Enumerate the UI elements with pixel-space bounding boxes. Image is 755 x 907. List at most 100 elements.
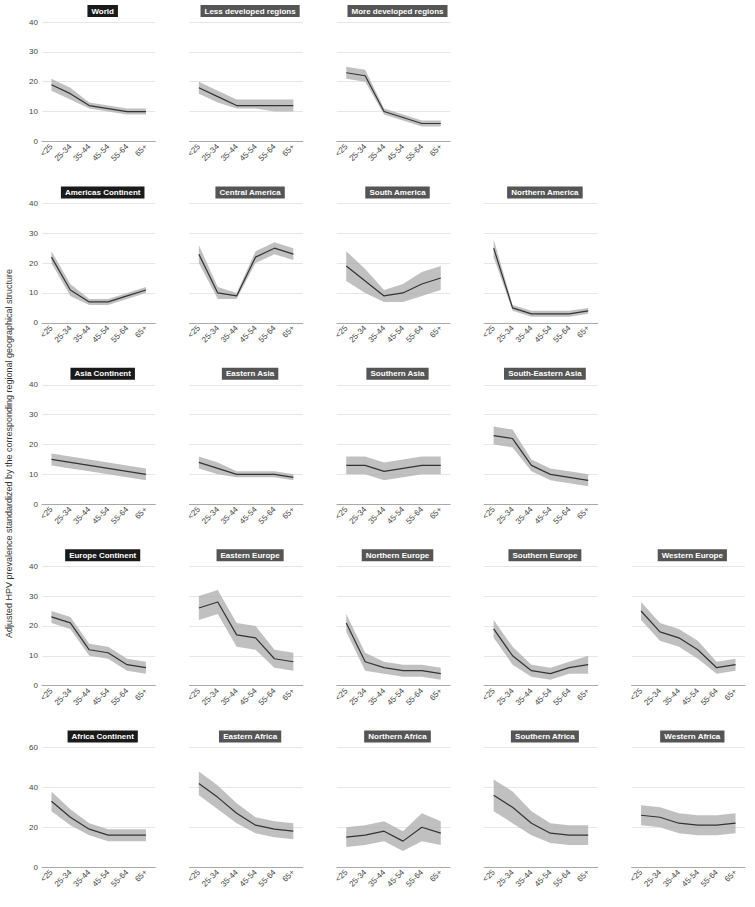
svg-text:65+: 65+ [428, 142, 444, 158]
svg-text:Southern Africa: Southern Africa [515, 732, 575, 741]
svg-text:65+: 65+ [133, 868, 149, 884]
svg-text:25-34: 25-34 [348, 867, 369, 888]
svg-text:45-54: 45-54 [385, 142, 406, 163]
svg-text:45-54: 45-54 [533, 867, 554, 888]
svg-text:0: 0 [34, 318, 39, 327]
svg-text:45-54: 45-54 [385, 867, 406, 888]
svg-text:35-44: 35-44 [661, 686, 682, 707]
svg-text:55-64: 55-64 [109, 142, 130, 163]
svg-text:45-54: 45-54 [91, 323, 112, 344]
svg-text:55-64: 55-64 [552, 867, 573, 888]
svg-text:35-44: 35-44 [219, 867, 240, 888]
svg-text:35-44: 35-44 [514, 505, 535, 526]
svg-text:45-54: 45-54 [91, 142, 112, 163]
svg-text:Southern Asia: Southern Asia [371, 369, 425, 378]
svg-text:45-54: 45-54 [238, 867, 259, 888]
svg-text:65+: 65+ [133, 686, 149, 702]
svg-text:Less developed regions: Less developed regions [205, 7, 297, 16]
svg-text:45-54: 45-54 [385, 686, 406, 707]
svg-text:45-54: 45-54 [238, 323, 259, 344]
svg-text:65+: 65+ [428, 868, 444, 884]
svg-text:65+: 65+ [428, 323, 444, 339]
svg-text:55-64: 55-64 [699, 867, 720, 888]
svg-text:25-34: 25-34 [495, 686, 516, 707]
svg-text:35-44: 35-44 [219, 142, 240, 163]
svg-text:Africa Continent: Africa Continent [72, 732, 135, 741]
svg-text:South America: South America [369, 188, 426, 197]
svg-text:45-54: 45-54 [533, 686, 554, 707]
svg-text:35-44: 35-44 [366, 686, 387, 707]
svg-text:55-64: 55-64 [404, 323, 425, 344]
svg-text:35-44: 35-44 [72, 142, 93, 163]
svg-text:55-64: 55-64 [404, 686, 425, 707]
svg-text:Eastern Europe: Eastern Europe [221, 551, 281, 560]
svg-text:35-44: 35-44 [219, 505, 240, 526]
svg-text:55-64: 55-64 [404, 867, 425, 888]
svg-text:0: 0 [34, 137, 39, 146]
svg-text:40: 40 [29, 199, 38, 208]
svg-text:65+: 65+ [133, 323, 149, 339]
svg-text:40: 40 [29, 783, 38, 792]
svg-text:Northern America: Northern America [511, 188, 579, 197]
svg-text:55-64: 55-64 [257, 505, 278, 526]
svg-text:Asia Continent: Asia Continent [74, 369, 131, 378]
svg-text:25-34: 25-34 [200, 505, 221, 526]
svg-text:20: 20 [29, 77, 38, 86]
svg-text:25-34: 25-34 [53, 142, 74, 163]
svg-text:55-64: 55-64 [257, 867, 278, 888]
svg-text:65+: 65+ [281, 505, 297, 521]
svg-text:45-54: 45-54 [533, 505, 554, 526]
svg-text:65+: 65+ [723, 868, 739, 884]
svg-text:45-54: 45-54 [680, 686, 701, 707]
svg-text:25-34: 25-34 [642, 686, 663, 707]
svg-text:55-64: 55-64 [257, 686, 278, 707]
svg-text:35-44: 35-44 [661, 867, 682, 888]
svg-text:World: World [91, 7, 114, 16]
svg-text:65+: 65+ [281, 142, 297, 158]
svg-text:Southern Europe: Southern Europe [512, 551, 577, 560]
svg-text:0: 0 [34, 863, 39, 872]
svg-text:20: 20 [29, 259, 38, 268]
svg-text:55-64: 55-64 [552, 323, 573, 344]
svg-text:35-44: 35-44 [514, 323, 535, 344]
svg-text:South-Eastern Asia: South-Eastern Asia [508, 369, 582, 378]
svg-text:25-34: 25-34 [200, 686, 221, 707]
svg-text:10: 10 [29, 470, 38, 479]
svg-text:55-64: 55-64 [109, 505, 130, 526]
svg-text:35-44: 35-44 [366, 142, 387, 163]
svg-text:35-44: 35-44 [366, 505, 387, 526]
svg-text:25-34: 25-34 [200, 867, 221, 888]
svg-text:55-64: 55-64 [699, 686, 720, 707]
svg-text:55-64: 55-64 [109, 867, 130, 888]
svg-text:More developed regions: More developed regions [351, 7, 444, 16]
svg-text:25-34: 25-34 [642, 867, 663, 888]
svg-text:45-54: 45-54 [680, 867, 701, 888]
svg-text:25-34: 25-34 [53, 505, 74, 526]
svg-text:65+: 65+ [723, 686, 739, 702]
svg-text:Western Africa: Western Africa [664, 732, 721, 741]
svg-text:65+: 65+ [575, 686, 591, 702]
svg-text:35-44: 35-44 [514, 867, 535, 888]
svg-text:25-34: 25-34 [53, 686, 74, 707]
svg-text:45-54: 45-54 [533, 323, 554, 344]
svg-text:45-54: 45-54 [385, 323, 406, 344]
svg-text:65+: 65+ [133, 142, 149, 158]
svg-text:65+: 65+ [133, 505, 149, 521]
svg-text:65+: 65+ [575, 505, 591, 521]
svg-text:25-34: 25-34 [348, 323, 369, 344]
svg-text:35-44: 35-44 [219, 323, 240, 344]
svg-text:Northern Africa: Northern Africa [368, 732, 427, 741]
svg-text:Eastern Asia: Eastern Asia [226, 369, 275, 378]
svg-text:Western Europe: Western Europe [662, 551, 724, 560]
svg-text:40: 40 [29, 380, 38, 389]
svg-text:25-34: 25-34 [495, 323, 516, 344]
svg-text:30: 30 [29, 410, 38, 419]
svg-text:35-44: 35-44 [72, 505, 93, 526]
svg-text:25-34: 25-34 [348, 142, 369, 163]
svg-text:40: 40 [29, 562, 38, 571]
svg-text:45-54: 45-54 [91, 686, 112, 707]
svg-text:25-34: 25-34 [53, 867, 74, 888]
svg-text:30: 30 [29, 47, 38, 56]
svg-text:55-64: 55-64 [109, 323, 130, 344]
svg-text:60: 60 [29, 743, 38, 752]
